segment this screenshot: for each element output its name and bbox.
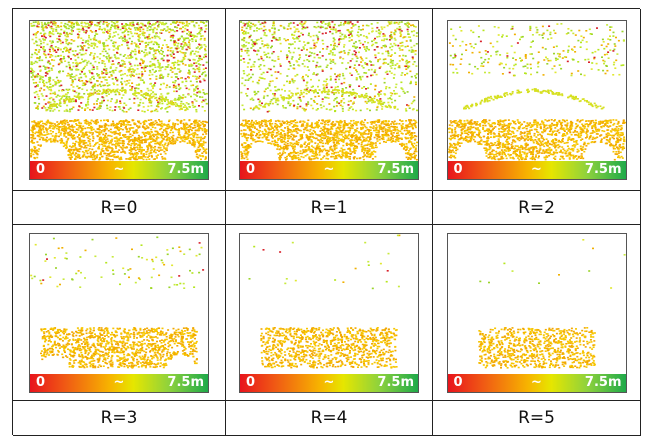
colorbar-min: 0 xyxy=(36,161,45,179)
colorbar: 0 ~7.5m xyxy=(448,374,626,392)
colorbar-min: 0 xyxy=(36,374,45,392)
image-cell: 0 ~7.5m xyxy=(13,9,226,191)
colorbar-max: 7.5m xyxy=(167,161,204,179)
result-image: 0 ~7.5m xyxy=(29,233,209,393)
colorbar-max: 7.5m xyxy=(377,161,414,179)
colorbar: 0 ~7.5m xyxy=(240,161,418,179)
image-cell: 0 ~7.5m xyxy=(226,9,433,191)
point-cloud xyxy=(240,21,418,161)
colorbar-separator: ~ xyxy=(324,161,335,179)
colorbar: 0 ~7.5m xyxy=(240,374,418,392)
result-image: 0 ~7.5m xyxy=(447,20,627,180)
cell-label: R=2 xyxy=(433,191,641,225)
image-cell: 0 ~7.5m xyxy=(433,225,641,401)
colorbar: 0 ~7.5m xyxy=(448,161,626,179)
colorbar-max: 7.5m xyxy=(167,374,204,392)
colorbar-max: 7.5m xyxy=(585,161,622,179)
point-cloud xyxy=(240,234,418,374)
figure-table: 0~7.5m0~7.5m0~7.5mR=0R=1R=20~7.5m0~7.5m0… xyxy=(12,8,640,435)
point-cloud xyxy=(448,21,626,161)
cell-label: R=5 xyxy=(433,401,641,436)
colorbar-separator: ~ xyxy=(114,374,125,392)
colorbar-min: 0 xyxy=(246,374,255,392)
image-cell: 0 ~7.5m xyxy=(433,9,641,191)
cell-label: R=4 xyxy=(226,401,433,436)
colorbar-separator: ~ xyxy=(531,374,542,392)
cell-label: R=1 xyxy=(226,191,433,225)
image-cell: 0 ~7.5m xyxy=(13,225,226,401)
colorbar-min: 0 xyxy=(454,161,463,179)
colorbar-min: 0 xyxy=(246,161,255,179)
colorbar-min: 0 xyxy=(454,374,463,392)
colorbar-separator: ~ xyxy=(324,374,335,392)
point-cloud xyxy=(30,234,208,374)
image-cell: 0 ~7.5m xyxy=(226,225,433,401)
point-cloud xyxy=(448,234,626,374)
cell-label: R=0 xyxy=(13,191,226,225)
colorbar-separator: ~ xyxy=(114,161,125,179)
cell-label: R=3 xyxy=(13,401,226,436)
result-image: 0 ~7.5m xyxy=(447,233,627,393)
point-cloud xyxy=(30,21,208,161)
colorbar: 0 ~7.5m xyxy=(30,161,208,179)
colorbar-max: 7.5m xyxy=(585,374,622,392)
colorbar-separator: ~ xyxy=(531,161,542,179)
result-image: 0 ~7.5m xyxy=(29,20,209,180)
result-image: 0 ~7.5m xyxy=(239,20,419,180)
colorbar-max: 7.5m xyxy=(377,374,414,392)
result-image: 0 ~7.5m xyxy=(239,233,419,393)
colorbar: 0 ~7.5m xyxy=(30,374,208,392)
